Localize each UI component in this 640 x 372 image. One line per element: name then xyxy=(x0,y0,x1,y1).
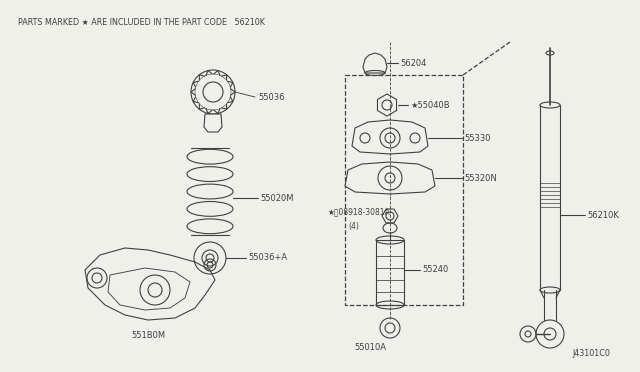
Text: ★55040B: ★55040B xyxy=(410,100,450,109)
Text: 55036+A: 55036+A xyxy=(248,253,287,263)
Text: 55320N: 55320N xyxy=(464,173,497,183)
Text: (4): (4) xyxy=(348,221,359,231)
Text: 551B0M: 551B0M xyxy=(131,330,165,340)
Text: PARTS MARKED ★ ARE INCLUDED IN THE PART CODE   56210K: PARTS MARKED ★ ARE INCLUDED IN THE PART … xyxy=(18,18,265,27)
Text: ★Ⓝ08918-3081A: ★Ⓝ08918-3081A xyxy=(328,208,391,217)
Text: 56204: 56204 xyxy=(400,58,426,67)
Text: 55020M: 55020M xyxy=(260,193,294,202)
Text: 55010A: 55010A xyxy=(354,343,386,353)
Text: 55036: 55036 xyxy=(258,93,285,102)
Polygon shape xyxy=(204,114,222,132)
Text: 55240: 55240 xyxy=(422,266,448,275)
Text: 56210K: 56210K xyxy=(587,211,619,219)
Bar xyxy=(540,105,560,290)
Ellipse shape xyxy=(540,102,560,108)
Ellipse shape xyxy=(540,287,560,293)
Polygon shape xyxy=(345,162,435,194)
Bar xyxy=(376,240,404,305)
Polygon shape xyxy=(352,120,428,154)
Bar xyxy=(345,75,463,305)
Text: 55330: 55330 xyxy=(464,134,490,142)
Text: J43101C0: J43101C0 xyxy=(572,349,610,358)
